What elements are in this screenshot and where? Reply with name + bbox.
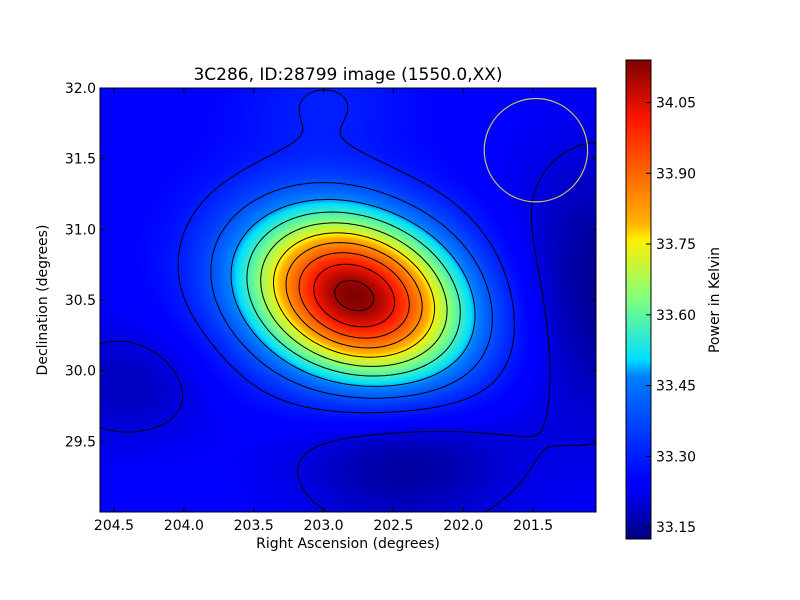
- y-tick-label: 32.0: [65, 81, 96, 97]
- contour-line: [100, 142, 596, 512]
- y-axis-label: Declination (degrees): [35, 225, 51, 376]
- colorbar-tick-label: 33.45: [656, 379, 696, 395]
- heatmap-axes: 204.5 204.0 203.5 203.0 202.5 202.0 201.5 29.5…: [35, 65, 597, 552]
- colorbar-tick-label: 33.60: [656, 308, 696, 324]
- x-tick-label: 204.0: [164, 518, 204, 534]
- x-axis: 204.5 204.0 203.5 203.0 202.5 202.0 201.5: [94, 88, 553, 534]
- contour-line: [273, 232, 436, 358]
- contour-line: [313, 263, 396, 328]
- contour-line: [285, 242, 423, 349]
- contour-line: [230, 198, 476, 387]
- x-tick-label: 203.0: [304, 518, 344, 534]
- x-tick-label: 202.5: [373, 518, 413, 534]
- contour-line: [177, 89, 515, 414]
- colorbar-tick-label: 33.30: [656, 449, 696, 465]
- beam-circle: [483, 97, 589, 203]
- y-tick-label: 31.0: [65, 222, 96, 238]
- x-tick-label: 203.5: [234, 518, 274, 534]
- x-axis-label: Right Ascension (degrees): [256, 536, 440, 552]
- contour-line: [298, 252, 410, 339]
- colorbar-ticks: 33.15 33.30 33.45 33.60 33.75 33.90 34.05: [646, 95, 696, 536]
- contour-lines: [100, 89, 596, 512]
- colorbar-tick-label: 33.90: [656, 166, 696, 182]
- contour-line: [210, 182, 493, 399]
- contour-line: [334, 280, 375, 312]
- colorbar-gradient: [625, 59, 652, 540]
- heatmap-image: [100, 88, 596, 512]
- chart-title: 3C286, ID:28799 image (1550.0,XX): [193, 65, 502, 85]
- y-tick-label: 29.5: [65, 434, 96, 450]
- y-tick-label: 30.5: [65, 293, 96, 309]
- colorbar: 33.15 33.30 33.45 33.60 33.75 33.90 34.05 Powe…: [625, 59, 723, 540]
- contour-line: [246, 211, 461, 377]
- y-tick-label: 31.5: [65, 152, 96, 168]
- x-tick-label: 202.0: [443, 518, 483, 534]
- y-axis: 29.5 30.0 30.5 31.0 31.5 32.0: [65, 81, 596, 450]
- y-tick-label: 30.0: [65, 364, 96, 380]
- colorbar-tick-label: 33.15: [656, 520, 696, 536]
- colorbar-tick-label: 34.05: [656, 95, 696, 111]
- contour-line: [260, 222, 448, 367]
- colorbar-tick-label: 33.75: [656, 237, 696, 253]
- x-tick-label: 201.5: [513, 518, 553, 534]
- colorbar-label: Power in Kelvin: [707, 247, 723, 353]
- x-tick-label: 204.5: [94, 518, 134, 534]
